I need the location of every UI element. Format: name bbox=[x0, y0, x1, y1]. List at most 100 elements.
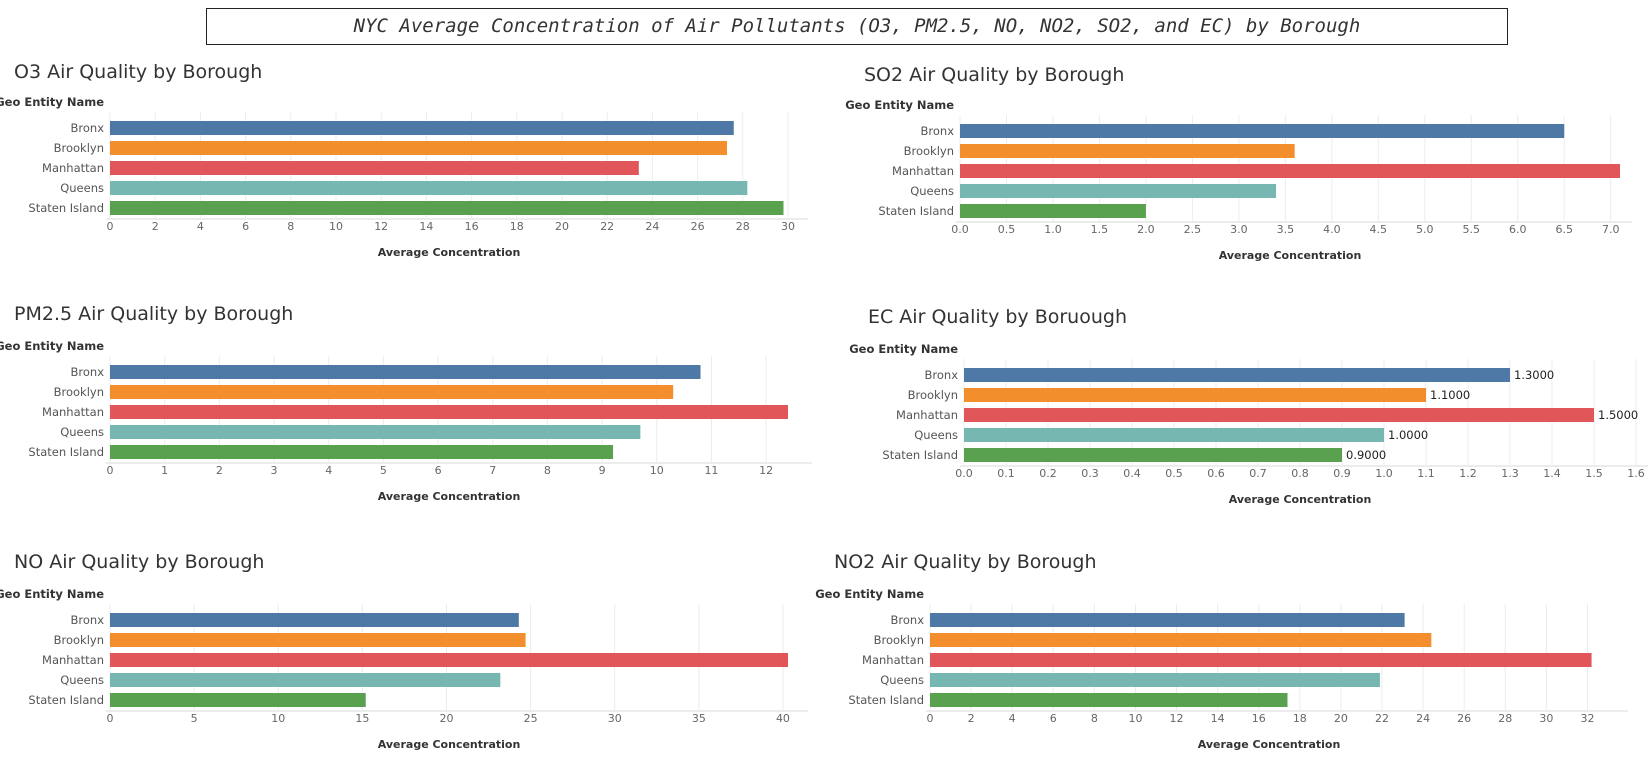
no-bar-staten-island[interactable] bbox=[110, 693, 366, 707]
no-x-tick-label: 20 bbox=[439, 712, 453, 725]
so2-category-label-brooklyn: Brooklyn bbox=[904, 144, 954, 158]
pm25-bar-manhattan[interactable] bbox=[110, 405, 788, 419]
so2-bar-brooklyn[interactable] bbox=[960, 144, 1295, 158]
pm25-x-tick-label: 6 bbox=[435, 464, 442, 477]
o3-x-tick-label: 30 bbox=[781, 220, 795, 233]
so2-x-tick-label: 1.0 bbox=[1044, 223, 1062, 236]
so2-x-tick-label: 4.5 bbox=[1370, 223, 1388, 236]
ec-bar-queens[interactable] bbox=[964, 428, 1384, 442]
no2-bar-queens[interactable] bbox=[930, 673, 1380, 687]
ec-x-tick-label: 0.4 bbox=[1123, 467, 1141, 480]
pm25-x-tick-label: 4 bbox=[325, 464, 332, 477]
ec-x-axis-label: Average Concentration bbox=[1229, 493, 1372, 506]
ec-row-header: Geo Entity Name bbox=[849, 342, 958, 356]
no-x-tick-label: 0 bbox=[107, 712, 114, 725]
pm25-bar-staten-island[interactable] bbox=[110, 445, 614, 459]
no-chart-title: NO Air Quality by Borough bbox=[14, 551, 264, 573]
no2-bar-brooklyn[interactable] bbox=[930, 633, 1432, 647]
o3-x-tick-label: 2 bbox=[152, 220, 159, 233]
o3-bar-manhattan[interactable] bbox=[110, 161, 639, 175]
ec-x-tick-label: 1.2 bbox=[1459, 467, 1477, 480]
pm25-bar-brooklyn[interactable] bbox=[110, 385, 674, 399]
no2-x-tick-label: 12 bbox=[1170, 712, 1184, 725]
o3-bar-brooklyn[interactable] bbox=[110, 141, 727, 155]
o3-bar-bronx[interactable] bbox=[110, 121, 734, 135]
so2-x-tick-label: 0.5 bbox=[998, 223, 1016, 236]
no-bar-manhattan[interactable] bbox=[110, 653, 788, 667]
no2-chart-title: NO2 Air Quality by Borough bbox=[834, 551, 1097, 573]
o3-x-tick-label: 26 bbox=[691, 220, 705, 233]
no-row-header: Geo Entity Name bbox=[0, 587, 104, 601]
pm25-x-tick-label: 5 bbox=[380, 464, 387, 477]
no2-category-label-brooklyn: Brooklyn bbox=[874, 633, 924, 647]
ec-category-label-brooklyn: Brooklyn bbox=[908, 388, 958, 402]
no-bar-brooklyn[interactable] bbox=[110, 633, 526, 647]
no-bar-queens[interactable] bbox=[110, 673, 501, 687]
o3-category-label-bronx: Bronx bbox=[71, 121, 105, 135]
ec-bar-bronx[interactable] bbox=[964, 368, 1510, 382]
pm25-category-label-manhattan: Manhattan bbox=[42, 405, 104, 419]
dashboard-title: NYC Average Concentration of Air Polluta… bbox=[206, 8, 1508, 45]
so2-chart-svg: SO2 Air Quality by Borough Geo Entity Nam… bbox=[845, 64, 1632, 262]
so2-x-tick-label: 5.5 bbox=[1463, 223, 1481, 236]
o3-chart: O3 Air Quality by Borough Geo Entity Name… bbox=[0, 58, 810, 268]
o3-x-tick-label: 18 bbox=[510, 220, 524, 233]
ec-x-tick-label: 0.3 bbox=[1081, 467, 1099, 480]
o3-bar-staten-island[interactable] bbox=[110, 201, 784, 215]
no2-bar-manhattan[interactable] bbox=[930, 653, 1592, 667]
ec-x-tick-label: 0.2 bbox=[1039, 467, 1057, 480]
so2-bar-manhattan[interactable] bbox=[960, 164, 1620, 178]
pm25-x-tick-label: 12 bbox=[759, 464, 773, 477]
o3-x-tick-label: 0 bbox=[107, 220, 114, 233]
so2-bar-staten-island[interactable] bbox=[960, 204, 1146, 218]
ec-chart-title: EC Air Quality by Boruough bbox=[868, 306, 1127, 328]
ec-bar-manhattan[interactable] bbox=[964, 408, 1594, 422]
pm25-category-label-staten-island: Staten Island bbox=[28, 445, 104, 459]
no2-category-label-manhattan: Manhattan bbox=[862, 653, 924, 667]
no2-chart: NO2 Air Quality by Borough Geo Entity Nam… bbox=[815, 548, 1630, 758]
no2-x-tick-label: 20 bbox=[1334, 712, 1348, 725]
no-category-label-staten-island: Staten Island bbox=[28, 693, 104, 707]
ec-x-tick-label: 1.0 bbox=[1375, 467, 1393, 480]
so2-x-tick-label: 2.0 bbox=[1137, 223, 1155, 236]
pm25-x-tick-label: 1 bbox=[161, 464, 168, 477]
no2-x-tick-label: 16 bbox=[1252, 712, 1266, 725]
pm25-bar-queens[interactable] bbox=[110, 425, 641, 439]
o3-x-tick-label: 6 bbox=[242, 220, 249, 233]
so2-x-tick-label: 2.5 bbox=[1184, 223, 1202, 236]
ec-chart-svg: EC Air Quality by Boruough Geo Entity Nam… bbox=[849, 306, 1648, 506]
ec-x-tick-label: 1.6 bbox=[1627, 467, 1645, 480]
no2-x-tick-label: 18 bbox=[1293, 712, 1307, 725]
ec-data-label-bronx: 1.3000 bbox=[1514, 368, 1554, 382]
so2-x-tick-label: 6.5 bbox=[1555, 223, 1573, 236]
no2-x-tick-label: 14 bbox=[1211, 712, 1225, 725]
ec-x-tick-label: 1.1 bbox=[1417, 467, 1435, 480]
so2-bar-bronx[interactable] bbox=[960, 124, 1565, 138]
ec-bar-staten-island[interactable] bbox=[964, 448, 1342, 462]
ec-category-label-staten-island: Staten Island bbox=[882, 448, 958, 462]
ec-x-tick-label: 1.5 bbox=[1585, 467, 1603, 480]
so2-x-tick-label: 6.0 bbox=[1509, 223, 1527, 236]
so2-bar-queens[interactable] bbox=[960, 184, 1277, 198]
o3-x-tick-label: 16 bbox=[465, 220, 479, 233]
no-x-tick-label: 40 bbox=[776, 712, 790, 725]
o3-x-tick-label: 10 bbox=[329, 220, 343, 233]
pm25-chart: PM2.5 Air Quality by Borough Geo Entity N… bbox=[0, 300, 812, 503]
ec-bar-brooklyn[interactable] bbox=[964, 388, 1426, 402]
no-bar-bronx[interactable] bbox=[110, 613, 519, 627]
so2-chart: SO2 Air Quality by Borough Geo Entity Nam… bbox=[845, 61, 1640, 271]
o3-bar-queens[interactable] bbox=[110, 181, 748, 195]
no2-category-label-bronx: Bronx bbox=[891, 613, 925, 627]
no-category-label-brooklyn: Brooklyn bbox=[54, 633, 104, 647]
no2-bar-bronx[interactable] bbox=[930, 613, 1405, 627]
no2-bar-staten-island[interactable] bbox=[930, 693, 1288, 707]
o3-category-label-queens: Queens bbox=[60, 181, 104, 195]
o3-x-tick-label: 8 bbox=[287, 220, 294, 233]
ec-data-label-queens: 1.0000 bbox=[1388, 428, 1428, 442]
ec-category-label-bronx: Bronx bbox=[925, 368, 959, 382]
ec-data-label-manhattan: 1.5000 bbox=[1598, 408, 1638, 422]
no-category-label-queens: Queens bbox=[60, 673, 104, 687]
pm25-x-tick-label: 8 bbox=[544, 464, 551, 477]
pm25-bar-bronx[interactable] bbox=[110, 365, 701, 379]
o3-x-tick-label: 12 bbox=[374, 220, 388, 233]
